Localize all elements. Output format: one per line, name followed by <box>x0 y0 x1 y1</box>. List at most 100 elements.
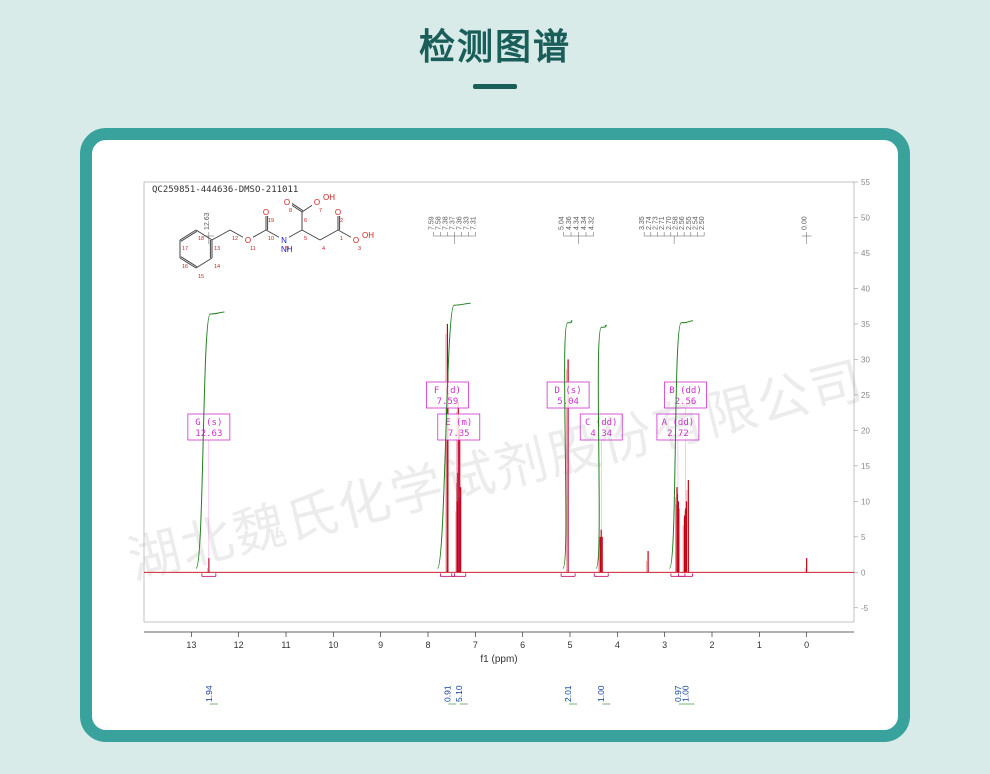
y-tick-label: 45 <box>861 249 870 258</box>
assignment-label: B (dd) <box>669 386 702 396</box>
y-tick-label: -5 <box>861 604 869 613</box>
y-tick-label: 30 <box>861 355 870 364</box>
assignment-label: G (s) <box>195 418 222 428</box>
struct-index: 12 <box>232 236 238 242</box>
struct-bond <box>320 230 338 240</box>
title-underline <box>473 84 517 89</box>
peak-ppm-label: 4.32 <box>589 216 596 230</box>
y-tick-label: 25 <box>861 391 870 400</box>
peak-ppm-label: 7.33 <box>464 216 471 230</box>
assignment-label: D (s) <box>555 386 582 396</box>
y-tick-label: 50 <box>861 213 870 222</box>
struct-index: 15 <box>198 274 204 280</box>
assignment-ppm: 5.04 <box>557 397 579 407</box>
integral-value: 2.01 <box>563 685 573 702</box>
struct-atom: O <box>245 236 251 245</box>
assignment-label: E (m) <box>445 418 472 428</box>
struct-atom: O <box>353 236 359 245</box>
peak-ppm-label: 7.36 <box>457 216 464 230</box>
peak-ppm-label: 7.37 <box>450 216 457 230</box>
sample-id: QC259851-444636-DMSO-211011 <box>152 185 298 195</box>
struct-nh: NH <box>281 245 293 254</box>
peak-ppm-label: 12.63 <box>204 212 211 230</box>
struct-atom: O <box>263 208 269 217</box>
struct-index: 1 <box>340 236 343 242</box>
struct-bond <box>212 230 230 240</box>
x-tick-label: 11 <box>281 640 290 650</box>
y-tick-label: 15 <box>861 462 870 471</box>
y-tick-label: 55 <box>861 178 870 187</box>
peak-ppm-label: 2.50 <box>699 216 706 230</box>
nmr-svg: -505101520253035404550550123456789101112… <box>114 172 876 706</box>
y-tick-label: 35 <box>861 320 870 329</box>
struct-bond <box>180 230 196 240</box>
struct-index: 14 <box>214 264 220 270</box>
x-tick-label: 8 <box>425 640 430 650</box>
x-tick-label: 10 <box>328 640 338 650</box>
struct-index: 2 <box>340 218 343 224</box>
y-tick-label: 10 <box>861 497 870 506</box>
struct-index: 18 <box>198 236 204 242</box>
struct-index: 13 <box>214 246 220 252</box>
assignment-label: C (dd) <box>585 418 618 428</box>
peak-ppm-label: 0.00 <box>802 216 809 230</box>
nmr-chart: -505101520253035404550550123456789101112… <box>114 172 876 706</box>
struct-index: 11 <box>250 246 256 252</box>
assignment-label: A (dd) <box>662 418 695 428</box>
x-tick-label: 0 <box>804 640 809 650</box>
struct-index: 17 <box>182 246 188 252</box>
assignment-ppm: 7.35 <box>448 429 470 439</box>
y-tick-label: 40 <box>861 284 870 293</box>
peak-ppm-label: 7.59 <box>429 216 436 230</box>
spectrum-panel: -505101520253035404550550123456789101112… <box>80 128 910 742</box>
struct-index: 4 <box>322 246 325 252</box>
integral-value: 1.00 <box>680 685 690 702</box>
integral-value: 1.00 <box>596 685 606 702</box>
x-tick-label: 9 <box>378 640 383 650</box>
struct-bond <box>196 258 212 268</box>
x-tick-label: 2 <box>709 640 714 650</box>
struct-index: 16 <box>182 264 188 270</box>
struct-index: 6 <box>304 218 307 224</box>
y-tick-label: 20 <box>861 426 870 435</box>
struct-oh: OH <box>323 193 335 202</box>
y-tick-label: 0 <box>861 568 866 577</box>
integral-value: 1.94 <box>204 685 214 702</box>
assignment-ppm: 2.56 <box>675 397 697 407</box>
struct-index: 3 <box>358 246 361 252</box>
peak-ppm-label: 7.58 <box>436 216 443 230</box>
struct-index: 19 <box>268 218 274 224</box>
struct-index: 10 <box>268 236 274 242</box>
struct-index: 8 <box>289 208 292 214</box>
page-title: 检测图谱 <box>0 18 990 70</box>
peak-ppm-label: 5.04 <box>559 216 566 230</box>
integral-value: 5.10 <box>454 685 464 702</box>
peak-ppm-label: 4.34 <box>581 216 588 230</box>
assignment-ppm: 4.34 <box>590 429 612 439</box>
integral-value: 0.91 <box>442 685 452 702</box>
x-tick-label: 12 <box>234 640 244 650</box>
peak-ppm-label: 4.34 <box>574 216 581 230</box>
x-tick-label: 4 <box>615 640 620 650</box>
x-axis-label: f1 (ppm) <box>480 654 517 665</box>
x-tick-label: 1 <box>757 640 762 650</box>
peak-ppm-label: 7.38 <box>443 216 450 230</box>
x-tick-label: 6 <box>520 640 525 650</box>
x-tick-label: 3 <box>662 640 667 650</box>
y-tick-label: 5 <box>861 533 866 542</box>
x-tick-label: 5 <box>567 640 572 650</box>
struct-index: 7 <box>319 208 322 214</box>
x-tick-label: 7 <box>473 640 478 650</box>
assignment-ppm: 12.63 <box>195 429 222 439</box>
x-tick-label: 13 <box>186 640 196 650</box>
peak-ppm-label: 4.36 <box>566 216 573 230</box>
integral-curve <box>669 321 693 569</box>
struct-oh: OH <box>362 231 374 240</box>
struct-atom: O <box>335 208 341 217</box>
struct-atom: O <box>284 198 290 207</box>
struct-index: 5 <box>304 236 307 242</box>
assignment-ppm: 2.72 <box>667 429 689 439</box>
struct-atom: N <box>281 236 287 245</box>
struct-atom: O <box>314 198 320 207</box>
page-header: 检测图谱 <box>0 0 990 89</box>
